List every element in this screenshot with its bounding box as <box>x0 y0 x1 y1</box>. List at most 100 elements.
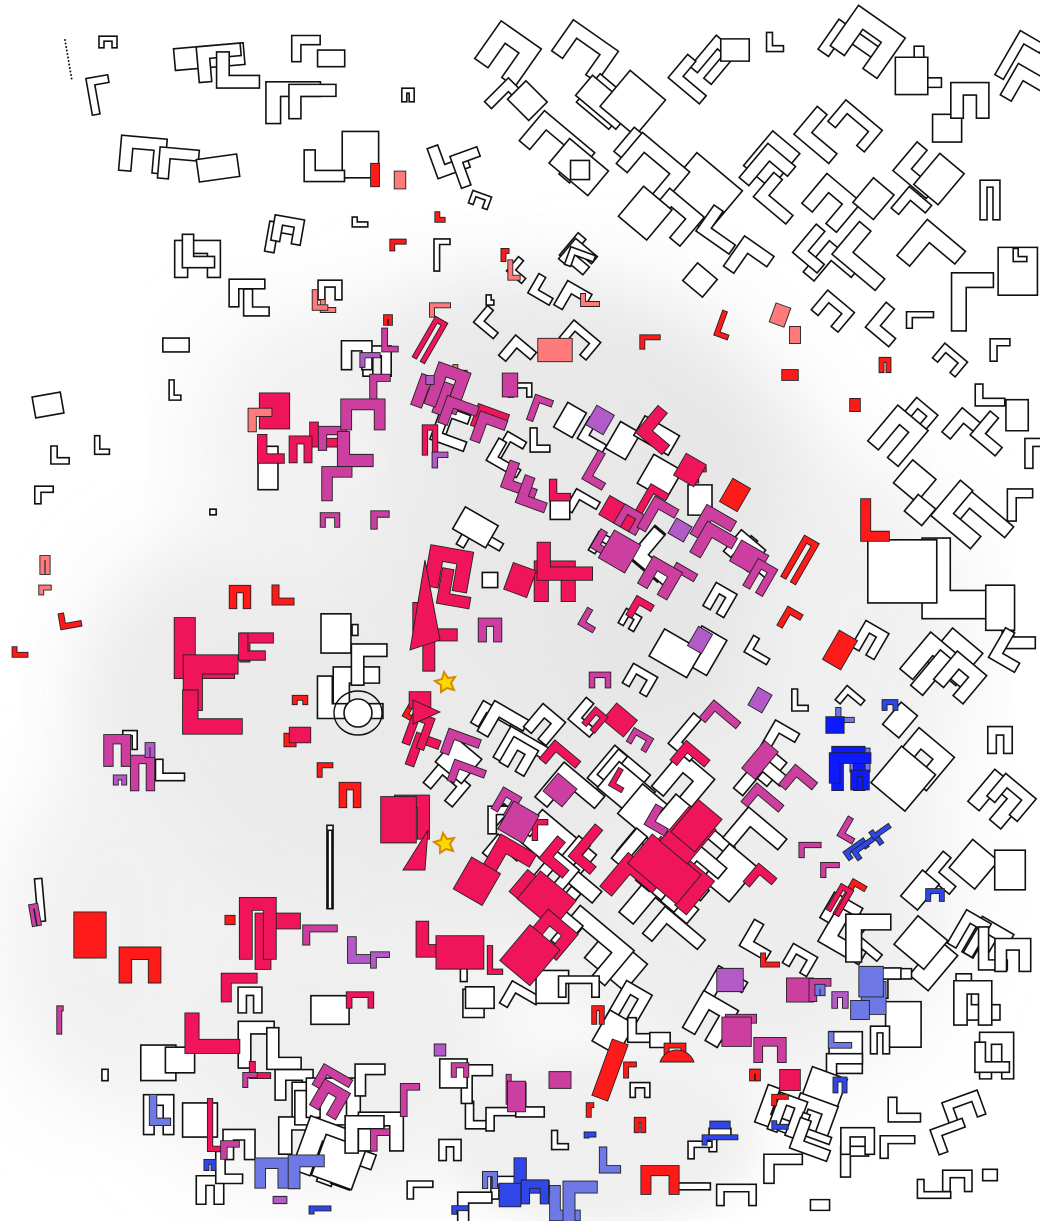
building-salmon <box>394 171 406 189</box>
building-outline <box>949 839 998 889</box>
building-outline <box>244 289 270 316</box>
building-periwinkle <box>563 1181 597 1221</box>
building-outline <box>995 31 1040 89</box>
building-violet <box>586 405 615 435</box>
building-outline <box>523 703 565 745</box>
building-outline <box>304 150 344 182</box>
building-red <box>501 248 509 261</box>
building-crimson <box>402 711 435 751</box>
building-magenta <box>837 816 863 844</box>
building-crimson <box>537 542 592 580</box>
building-crimson <box>500 925 560 986</box>
building-outline <box>835 685 865 714</box>
building-magenta <box>799 842 821 857</box>
building-outline <box>552 1130 569 1149</box>
building-red <box>714 310 737 340</box>
building-outline <box>458 1192 492 1221</box>
building-outline <box>894 916 948 970</box>
building-crimson <box>258 434 285 463</box>
building-magenta <box>28 903 41 927</box>
building-red <box>292 695 308 704</box>
building-outline <box>1000 63 1040 115</box>
building-outline <box>934 651 987 704</box>
building-magenta <box>309 1079 350 1120</box>
building-crimson <box>221 973 257 1002</box>
building-outline <box>983 1169 998 1180</box>
building-outline <box>717 1184 757 1205</box>
building-outline <box>764 1154 802 1183</box>
building-outline <box>217 52 260 88</box>
building-outline <box>868 405 928 466</box>
building-magenta <box>382 328 399 352</box>
building-blue <box>521 1180 548 1204</box>
building-outline <box>468 190 491 209</box>
building-crimson <box>568 824 617 874</box>
building-red <box>772 1094 789 1105</box>
building-outline <box>618 186 671 240</box>
building-crimson <box>183 690 243 734</box>
building-crimson-triangle <box>413 700 440 724</box>
building-outline <box>482 572 497 587</box>
building-outline <box>721 39 749 61</box>
building-outline <box>703 582 737 617</box>
building-outline <box>318 280 342 300</box>
building-crimson <box>239 897 276 959</box>
building-magenta <box>502 373 517 397</box>
building-salmon <box>508 260 520 280</box>
building-salmon <box>429 303 450 317</box>
building-magenta <box>637 496 679 541</box>
building-deep-blue <box>851 770 870 790</box>
building-crimson <box>487 946 502 975</box>
building-magenta <box>754 1037 786 1062</box>
building-outline <box>865 302 909 346</box>
building-blue <box>452 1206 468 1215</box>
building-outline <box>975 384 1005 406</box>
building-outline <box>327 825 333 908</box>
building-outline <box>289 84 336 118</box>
building-outline <box>846 914 891 962</box>
building-outline <box>954 981 992 1025</box>
boundary-dot <box>64 42 67 45</box>
building-red <box>58 610 82 630</box>
building-violet <box>687 626 712 653</box>
building-blue <box>584 1132 596 1138</box>
building-outline <box>723 236 774 287</box>
building-crimson <box>674 453 707 487</box>
building-magenta <box>104 735 131 767</box>
boundary-dot <box>70 74 72 76</box>
building-outline <box>345 1116 384 1153</box>
building-outline <box>559 976 600 997</box>
building-violet <box>832 992 848 1009</box>
building-outline <box>552 20 619 83</box>
building-crimson <box>549 479 570 501</box>
building-outline <box>802 173 862 232</box>
building-red <box>225 915 235 924</box>
building-outline <box>868 540 937 603</box>
building-outline <box>507 257 534 284</box>
building-crimson <box>436 936 484 969</box>
building-magenta <box>644 804 676 836</box>
building-outline <box>466 987 495 1009</box>
building-crimson <box>603 703 638 737</box>
building-outline <box>643 906 706 967</box>
building-outline <box>51 446 69 464</box>
building-outline <box>1007 489 1032 521</box>
building-crimson-wedge <box>410 560 440 650</box>
building-crimson <box>671 799 722 852</box>
building-outline <box>157 147 199 181</box>
building-salmon <box>581 294 600 307</box>
building-crimson <box>539 836 581 878</box>
building-outline <box>499 335 537 373</box>
building-red <box>719 478 750 511</box>
building-periwinkle <box>482 1171 497 1188</box>
building-outline <box>423 761 470 807</box>
building-outline <box>163 338 189 352</box>
building-outline <box>871 746 936 811</box>
building-magenta <box>221 1141 240 1160</box>
building-violet <box>748 687 772 713</box>
building-red <box>371 163 380 186</box>
building-outline <box>830 5 905 78</box>
building-outline <box>986 585 1015 630</box>
building-outline <box>267 1028 301 1070</box>
